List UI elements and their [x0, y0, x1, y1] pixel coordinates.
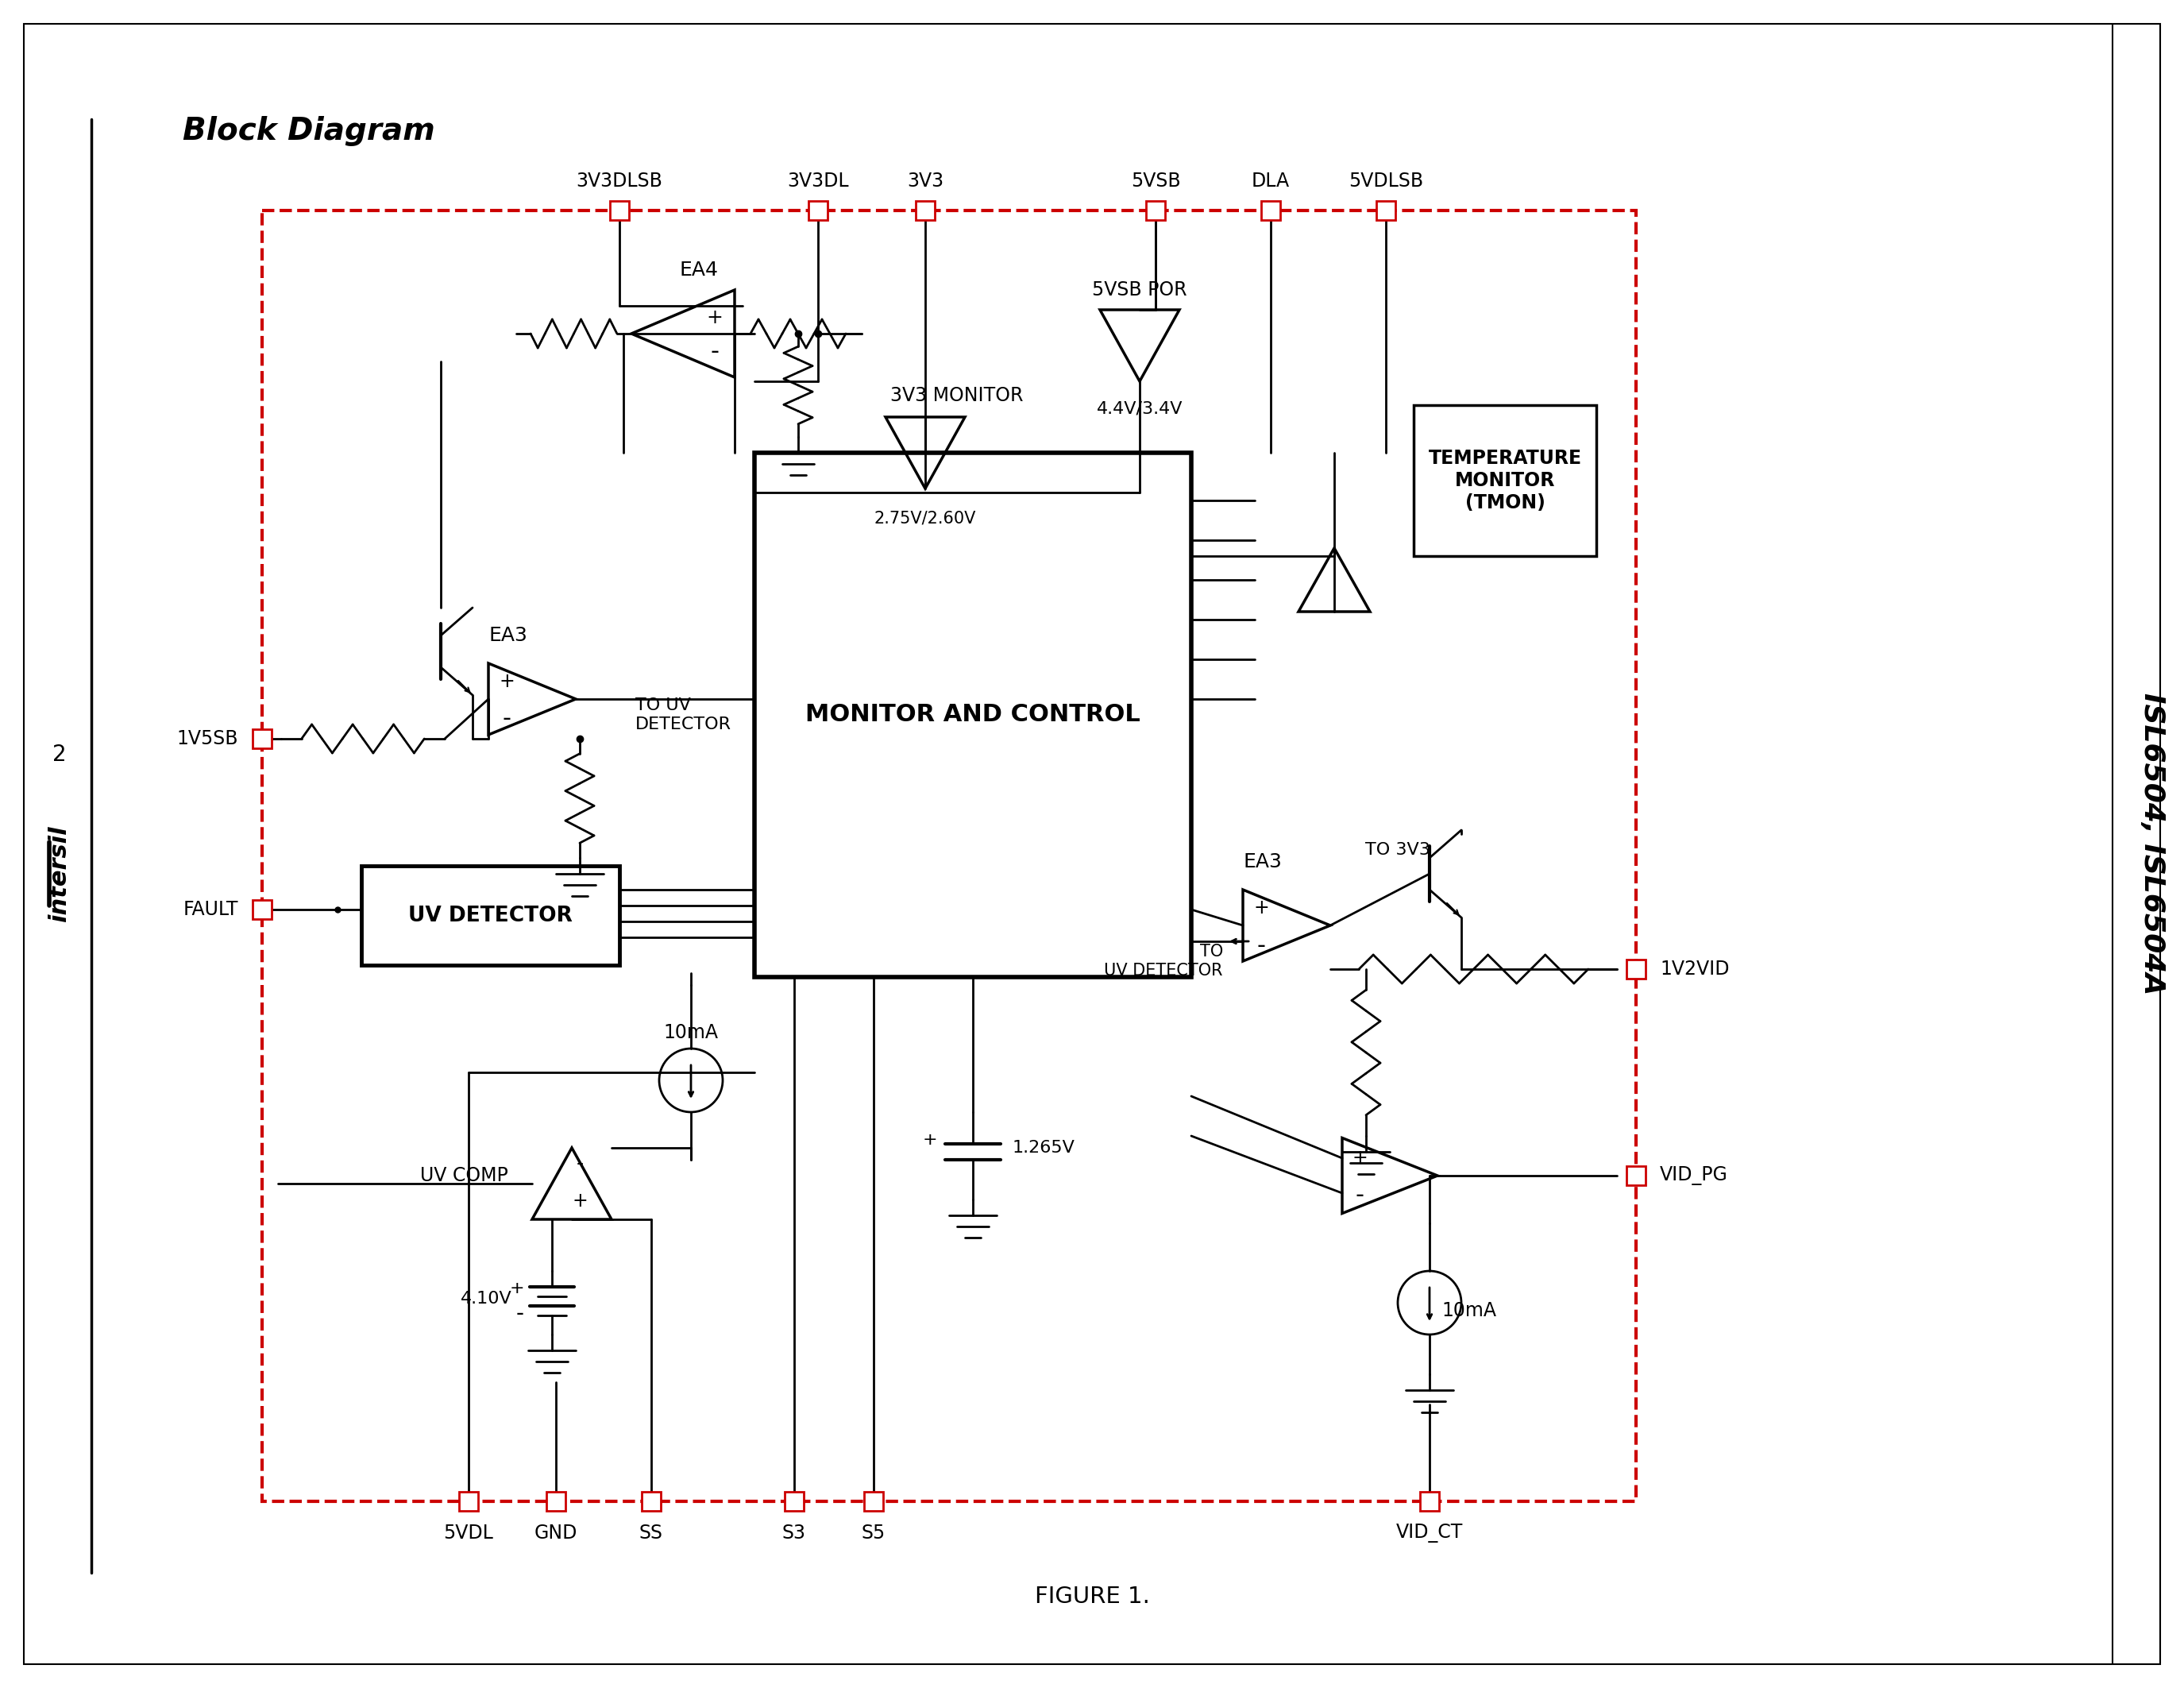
Text: -: - [1256, 933, 1265, 957]
Text: 3V3DLSB: 3V3DLSB [577, 172, 662, 191]
Bar [459, 1492, 478, 1511]
Text: 3V3: 3V3 [906, 172, 943, 191]
Bar [1147, 201, 1164, 219]
Bar [1413, 405, 1597, 555]
Text: GND: GND [535, 1524, 577, 1543]
Bar [808, 201, 828, 219]
Text: VID_CT: VID_CT [1396, 1524, 1463, 1543]
Text: TO UV
DETECTOR: TO UV DETECTOR [636, 697, 732, 733]
Text: 3V3DL: 3V3DL [786, 172, 850, 191]
Text: UV COMP: UV COMP [419, 1166, 509, 1185]
Text: 1V2VID: 1V2VID [1660, 959, 1730, 979]
Text: +: + [572, 1192, 587, 1210]
Text: VID_PG: VID_PG [1660, 1166, 1728, 1185]
Text: +: + [1352, 1148, 1367, 1168]
Text: TO 3V3: TO 3V3 [1365, 842, 1431, 858]
Bar [262, 211, 1636, 1501]
Text: 5VSB: 5VSB [1131, 172, 1179, 191]
Bar [253, 729, 271, 748]
Text: EA3: EA3 [1243, 852, 1282, 871]
Text: TEMPERATURE
MONITOR
(TMON): TEMPERATURE MONITOR (TMON) [1428, 449, 1581, 511]
Bar [753, 452, 1190, 977]
Text: 5VDL: 5VDL [443, 1524, 494, 1543]
Text: SS: SS [640, 1524, 664, 1543]
Bar [784, 1492, 804, 1511]
Text: +: + [705, 309, 723, 327]
Bar [1420, 1492, 1439, 1511]
Text: FIGURE 1.: FIGURE 1. [1035, 1585, 1149, 1607]
Text: 4.4V/3.4V: 4.4V/3.4V [1096, 402, 1184, 417]
Text: 2.75V/2.60V: 2.75V/2.60V [874, 510, 976, 527]
Bar [642, 1492, 662, 1511]
Text: UV DETECTOR: UV DETECTOR [408, 905, 572, 925]
Bar [609, 201, 629, 219]
Text: +: + [509, 1281, 524, 1296]
Text: DLA: DLA [1251, 172, 1291, 191]
Text: 4.10V: 4.10V [461, 1291, 513, 1307]
Text: ISL6504, ISL6504A: ISL6504, ISL6504A [2138, 692, 2167, 994]
Bar [865, 1492, 882, 1511]
Bar [1627, 1166, 1645, 1185]
Text: +: + [1254, 898, 1269, 918]
Text: TO
UV DETECTOR: TO UV DETECTOR [1105, 944, 1223, 979]
Text: -: - [577, 1155, 583, 1173]
Text: 2: 2 [52, 743, 66, 766]
Bar [253, 900, 271, 918]
Text: -: - [710, 339, 719, 363]
Text: FAULT: FAULT [183, 900, 238, 918]
Text: -: - [1356, 1183, 1365, 1207]
Text: Block Diagram: Block Diagram [183, 116, 435, 147]
Text: 10mA: 10mA [664, 1023, 719, 1041]
Text: 5VSB POR: 5VSB POR [1092, 280, 1188, 299]
Text: 3V3 MONITOR: 3V3 MONITOR [891, 387, 1024, 405]
Bar [360, 866, 620, 966]
Text: EA3: EA3 [489, 626, 529, 645]
Text: 10mA: 10mA [1441, 1301, 1496, 1320]
Text: 5VDLSB: 5VDLSB [1348, 172, 1424, 191]
Text: 1.265V: 1.265V [1013, 1139, 1075, 1156]
Text: +: + [498, 672, 515, 690]
Text: +: + [922, 1133, 937, 1148]
Text: intersil: intersil [48, 825, 72, 922]
Text: -: - [502, 707, 511, 731]
Text: S3: S3 [782, 1524, 806, 1543]
Text: EA4: EA4 [679, 260, 719, 280]
Bar [915, 201, 935, 219]
Text: -: - [515, 1303, 524, 1325]
Text: 1V5SB: 1V5SB [177, 729, 238, 748]
Bar [1260, 201, 1280, 219]
Text: S5: S5 [860, 1524, 885, 1543]
Text: MONITOR AND CONTROL: MONITOR AND CONTROL [806, 704, 1140, 726]
Bar [546, 1492, 566, 1511]
Bar [1376, 201, 1396, 219]
Bar [1627, 959, 1645, 979]
